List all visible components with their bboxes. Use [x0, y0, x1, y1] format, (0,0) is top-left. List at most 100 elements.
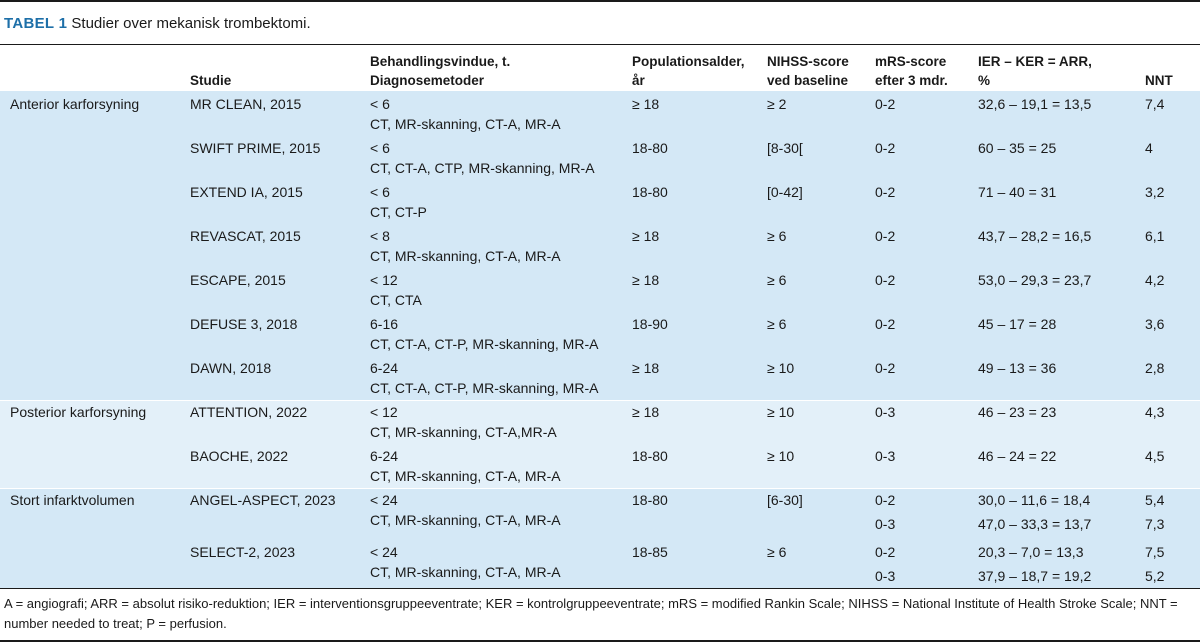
cell-window: < 12: [370, 272, 398, 288]
cell-mrs: 0-3: [875, 404, 896, 420]
cell-nihss: ≥ 6: [767, 228, 787, 244]
cell-mrs: 0-2: [875, 96, 896, 112]
header-alder-line1: Populationsalder,: [632, 54, 745, 69]
group-band-anterior: [0, 91, 1200, 400]
table-title: Studier over mekanisk trombektomi.: [71, 15, 311, 32]
header-rule: [0, 44, 1200, 45]
cell-mrs: 0-2: [875, 360, 896, 376]
group-label-anterior: Anterior karforsyning: [10, 96, 140, 112]
cell-age: 18-80: [632, 140, 668, 156]
cell-methods: CT, CT-A, CT-P, MR-skanning, MR-A: [370, 336, 599, 352]
cell-nihss: [6-30]: [767, 492, 803, 508]
cell-ier2: 47,0 – 33,3 = 13,7: [978, 516, 1092, 532]
header-studie: Studie: [190, 73, 232, 88]
cell-window: < 6: [370, 96, 390, 112]
cell-ier: 53,0 – 29,3 = 23,7: [978, 272, 1092, 288]
header-nihss: NIHSS-score ved baseline: [767, 52, 849, 90]
cell-mrs2: 0-3: [875, 568, 896, 584]
header-ier-line2: %: [978, 73, 991, 88]
cell-study: MR CLEAN, 2015: [190, 96, 302, 112]
cell-mrs: 0-2: [875, 492, 896, 508]
cell-window: 6-24: [370, 360, 399, 376]
cell-mrs: 0-2: [875, 184, 896, 200]
group-separator: [0, 488, 1200, 489]
top-rule: [0, 0, 1200, 2]
group-separator: [0, 400, 1200, 401]
footnote: A = angiografi; ARR = absolut risiko-red…: [4, 596, 1178, 631]
cell-age: ≥ 18: [632, 96, 660, 112]
cell-ier: 20,3 – 7,0 = 13,3: [978, 544, 1084, 560]
cell-ier: 46 – 23 = 23: [978, 404, 1057, 420]
cell-age: 18-80: [632, 492, 668, 508]
cell-nihss: [8-30[: [767, 140, 803, 156]
cell-methods: CT, CTA: [370, 292, 422, 308]
cell-nihss: [0-42]: [767, 184, 803, 200]
header-alder: Populationsalder, år: [632, 52, 745, 90]
cell-nnt: 4,5: [1145, 448, 1165, 464]
header-mrs-line2: efter 3 mdr.: [875, 73, 948, 88]
cell-age: ≥ 18: [632, 228, 660, 244]
cell-window: < 12: [370, 404, 398, 420]
cell-age: 18-80: [632, 184, 668, 200]
header-alder-line2: år: [632, 73, 645, 88]
cell-nihss: ≥ 6: [767, 544, 787, 560]
cell-nnt: 3,2: [1145, 184, 1165, 200]
cell-nnt2: 5,2: [1145, 568, 1165, 584]
cell-ier: 30,0 – 11,6 = 18,4: [978, 492, 1091, 508]
cell-study: SELECT-2, 2023: [190, 544, 296, 560]
cell-window: < 6: [370, 140, 390, 156]
cell-age: 18-90: [632, 316, 668, 332]
cell-nihss: ≥ 2: [767, 96, 787, 112]
group-band-infarct: [0, 488, 1200, 588]
cell-nnt: 7,5: [1145, 544, 1165, 560]
cell-methods: CT, CT-A, CTP, MR-skanning, MR-A: [370, 160, 595, 176]
cell-study: BAOCHE, 2022: [190, 448, 289, 464]
cell-ier: 71 – 40 = 31: [978, 184, 1057, 200]
cell-ier: 49 – 13 = 36: [978, 360, 1057, 376]
group-label-infarct: Stort infarktvolumen: [10, 492, 135, 508]
header-vindue-line2: Diagnosemetoder: [370, 73, 485, 88]
cell-methods: CT, MR-skanning, CT-A, MR-A: [370, 512, 561, 528]
cell-study: DEFUSE 3, 2018: [190, 316, 298, 332]
cell-study: ANGEL-ASPECT, 2023: [190, 492, 336, 508]
end-rule: [0, 640, 1200, 642]
header-vindue-line1: Behandlingsvindue, t.: [370, 54, 511, 69]
cell-nihss: ≥ 10: [767, 448, 795, 464]
cell-methods: CT, MR-skanning, CT-A, MR-A: [370, 116, 561, 132]
cell-window: < 8: [370, 228, 390, 244]
cell-age: ≥ 18: [632, 360, 660, 376]
cell-window: 6-24: [370, 448, 399, 464]
cell-methods: CT, MR-skanning, CT-A,MR-A: [370, 424, 557, 440]
cell-nnt: 7,4: [1145, 96, 1165, 112]
cell-ier: 43,7 – 28,2 = 16,5: [978, 228, 1092, 244]
cell-methods: CT, MR-skanning, CT-A, MR-A: [370, 468, 561, 484]
cell-window: 6-16: [370, 316, 399, 332]
cell-study: SWIFT PRIME, 2015: [190, 140, 321, 156]
cell-nnt: 3,6: [1145, 316, 1165, 332]
cell-mrs: 0-2: [875, 228, 896, 244]
cell-methods: CT, MR-skanning, CT-A, MR-A: [370, 564, 561, 580]
header-vindue: Behandlingsvindue, t. Diagnosemetoder: [370, 52, 510, 90]
header-nihss-line2: ved baseline: [767, 73, 849, 88]
cell-age: ≥ 18: [632, 272, 660, 288]
cell-nihss: ≥ 6: [767, 316, 787, 332]
header-mrs: mRS-score efter 3 mdr.: [875, 52, 948, 90]
cell-window: < 24: [370, 492, 398, 508]
cell-mrs: 0-2: [875, 316, 896, 332]
cell-methods: CT, CT-A, CT-P, MR-skanning, MR-A: [370, 380, 599, 396]
table-caption: TABEL 1 Studier over mekanisk trombektom…: [4, 15, 311, 33]
cell-mrs2: 0-3: [875, 516, 896, 532]
cell-age: 18-80: [632, 448, 668, 464]
bottom-rule: [0, 588, 1200, 589]
cell-age: ≥ 18: [632, 404, 660, 420]
cell-mrs: 0-3: [875, 448, 896, 464]
header-ier-line1: IER – KER = ARR,: [978, 54, 1092, 69]
group-label-posterior: Posterior karforsyning: [10, 404, 147, 420]
cell-ier: 60 – 35 = 25: [978, 140, 1057, 156]
header-nihss-line1: NIHSS-score: [767, 54, 849, 69]
cell-nnt: 6,1: [1145, 228, 1165, 244]
cell-nnt: 5,4: [1145, 492, 1165, 508]
cell-nihss: ≥ 10: [767, 404, 795, 420]
cell-study: EXTEND IA, 2015: [190, 184, 303, 200]
cell-mrs: 0-2: [875, 272, 896, 288]
